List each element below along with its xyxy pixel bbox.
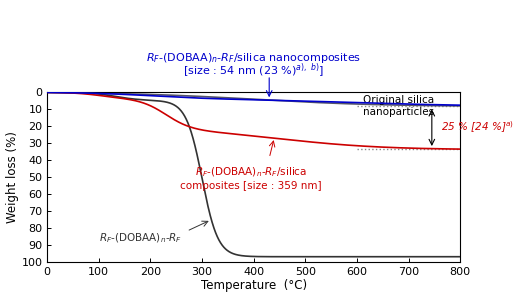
- Text: $R_F$-(DOBAA)$_n$-$R_F$: $R_F$-(DOBAA)$_n$-$R_F$: [99, 231, 182, 245]
- Text: $R_F$-(DOBAA)$_n$-$R_F$/silica nanocomposites: $R_F$-(DOBAA)$_n$-$R_F$/silica nanocompo…: [146, 51, 361, 65]
- X-axis label: Temperature  (°C): Temperature (°C): [201, 280, 307, 292]
- Y-axis label: Weight loss (%): Weight loss (%): [6, 131, 19, 223]
- Text: $R_F$-(DOBAA)$_n$-$R_F$/silica
composites [size : 359 nm]: $R_F$-(DOBAA)$_n$-$R_F$/silica composite…: [180, 165, 322, 191]
- Text: 25 % [24 %]$^{a)}$: 25 % [24 %]$^{a)}$: [441, 120, 514, 136]
- Text: Original silica
nanoparticles: Original silica nanoparticles: [363, 94, 434, 117]
- Text: [size : 54 nm (23 %)$^{a),\ b)}$]: [size : 54 nm (23 %)$^{a),\ b)}$]: [183, 62, 324, 80]
